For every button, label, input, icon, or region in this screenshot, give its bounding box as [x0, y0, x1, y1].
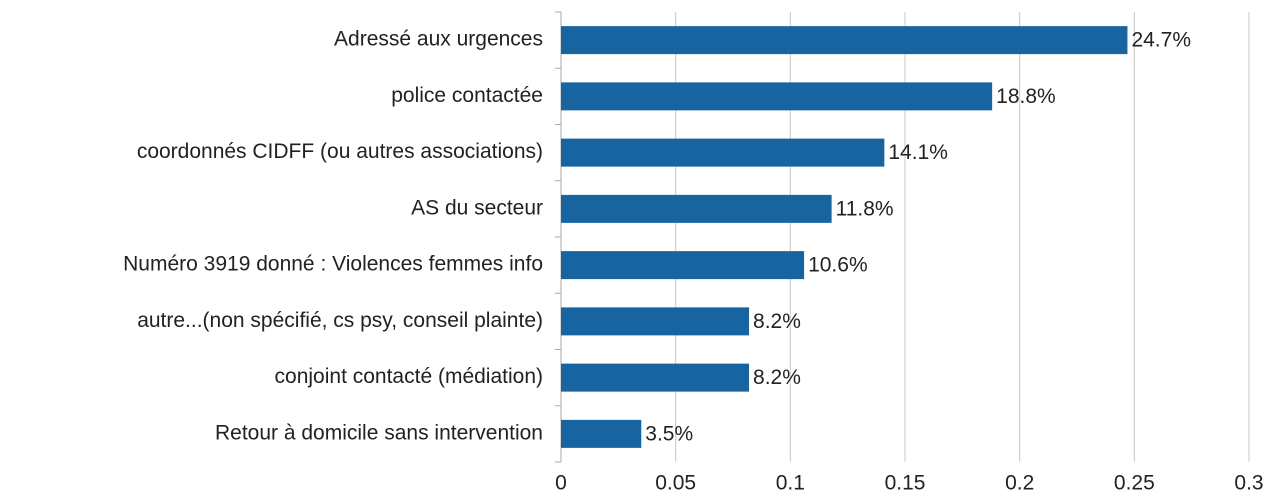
x-tick-label: 0.05 — [655, 472, 696, 495]
bar — [561, 363, 750, 392]
value-label: 8.2% — [753, 366, 801, 389]
y-tick-label: AS du secteur — [411, 196, 543, 219]
y-tick-label: autre...(non spécifié, cs psy, conseil p… — [137, 309, 543, 332]
bar — [561, 419, 642, 448]
y-tick-label: Adressé aux urgences — [334, 28, 543, 51]
x-tick-label: 0.15 — [885, 472, 926, 495]
x-tick-label: 0.3 — [1234, 472, 1263, 495]
value-label: 8.2% — [753, 310, 801, 333]
x-tick-label: 0.2 — [1005, 472, 1034, 495]
bar — [561, 194, 832, 223]
x-tick-label: 0.1 — [776, 472, 805, 495]
value-label: 14.1% — [888, 141, 948, 164]
value-label: 11.8% — [836, 197, 894, 220]
y-tick-label: Retour à domicile sans intervention — [215, 421, 543, 444]
bar — [561, 26, 1128, 55]
y-tick-label: conjoint contacté (médiation) — [275, 365, 543, 388]
bar — [561, 138, 885, 167]
y-tick-label: coordonnés CIDFF (ou autres associations… — [137, 140, 543, 163]
x-tick-label: 0.25 — [1114, 472, 1155, 495]
y-tick-label: Numéro 3919 donné : Violences femmes inf… — [123, 253, 543, 276]
x-tick-label: 0 — [555, 472, 567, 495]
bar — [561, 251, 805, 280]
y-tick-label: police contactée — [391, 84, 543, 107]
value-label: 18.8% — [996, 85, 1056, 108]
bar — [561, 82, 993, 111]
value-label: 24.7% — [1131, 29, 1191, 52]
value-label: 10.6% — [808, 254, 868, 277]
bar — [561, 307, 750, 336]
value-label: 3.5% — [645, 422, 693, 445]
